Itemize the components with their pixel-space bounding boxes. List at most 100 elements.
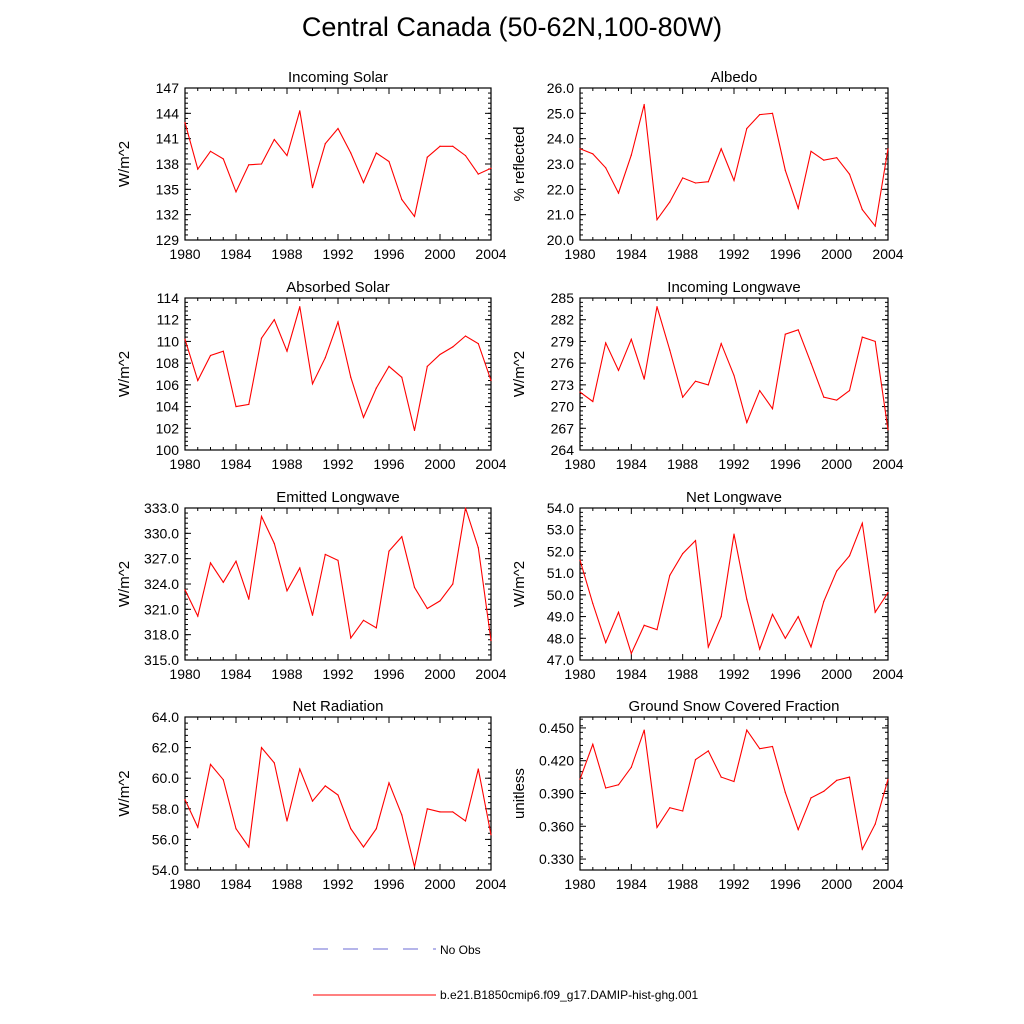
data-point bbox=[810, 646, 812, 648]
data-point bbox=[836, 779, 838, 781]
data-point bbox=[209, 150, 212, 152]
data-point bbox=[209, 562, 212, 564]
x-tick-label: 2000 bbox=[424, 456, 455, 472]
data-point bbox=[273, 542, 275, 545]
data-point bbox=[273, 762, 275, 764]
y-axis-label: W/m^2 bbox=[511, 561, 528, 607]
x-tick-label: 2000 bbox=[821, 246, 852, 262]
x-tick-label: 1980 bbox=[169, 876, 200, 892]
x-tick-label: 2004 bbox=[475, 666, 506, 682]
series-line bbox=[184, 306, 492, 431]
data-point bbox=[579, 778, 581, 780]
data-point bbox=[733, 179, 735, 182]
data-point bbox=[771, 408, 774, 410]
data-point bbox=[810, 150, 812, 152]
data-point bbox=[439, 353, 441, 356]
series-line bbox=[579, 104, 889, 228]
y-tick-label: 58.0 bbox=[152, 801, 179, 817]
data-point bbox=[733, 374, 735, 377]
data-point bbox=[490, 639, 492, 642]
data-point bbox=[324, 357, 326, 359]
data-point bbox=[630, 766, 632, 768]
x-tick-label: 1992 bbox=[718, 456, 749, 472]
x-tick-label: 1992 bbox=[322, 246, 353, 262]
y-tick-label: 53.0 bbox=[547, 522, 574, 538]
data-point bbox=[746, 127, 748, 130]
data-point bbox=[413, 215, 416, 217]
data-point bbox=[324, 143, 326, 145]
data-point bbox=[452, 346, 454, 348]
x-tick-label: 2004 bbox=[872, 666, 903, 682]
data-point bbox=[643, 103, 645, 106]
y-tick-label: 138 bbox=[156, 156, 180, 172]
data-point bbox=[643, 729, 645, 731]
x-tick-label: 1988 bbox=[271, 666, 302, 682]
data-point bbox=[490, 379, 492, 382]
data-point bbox=[248, 598, 250, 600]
data-point bbox=[656, 629, 658, 631]
data-point bbox=[197, 168, 199, 170]
data-point bbox=[669, 349, 671, 351]
data-point bbox=[350, 376, 352, 378]
x-tick-label: 1980 bbox=[564, 246, 595, 262]
data-point bbox=[656, 826, 658, 828]
data-point bbox=[682, 177, 684, 179]
data-point bbox=[439, 145, 441, 147]
y-tick-label: 0.420 bbox=[539, 753, 574, 769]
data-point bbox=[248, 403, 250, 405]
data-point bbox=[464, 507, 467, 509]
y-tick-label: 22.0 bbox=[547, 181, 574, 197]
data-point bbox=[337, 127, 339, 130]
panel-1: 1980 1984 1988 1992 1996 2000 2004 129 132 135 138… bbox=[116, 69, 507, 262]
y-tick-label: 315.0 bbox=[144, 652, 179, 668]
panel-title: Albedo bbox=[711, 69, 758, 86]
data-point bbox=[605, 642, 607, 644]
data-point bbox=[848, 555, 851, 557]
data-point bbox=[375, 387, 377, 389]
data-point bbox=[222, 158, 224, 160]
x-tick-label: 1988 bbox=[667, 666, 698, 682]
y-tick-label: 330.0 bbox=[144, 525, 179, 541]
y-tick-label: 104 bbox=[156, 399, 180, 415]
data-point bbox=[286, 350, 288, 352]
data-point bbox=[848, 776, 851, 778]
data-point bbox=[797, 207, 799, 209]
plot-frame bbox=[184, 87, 492, 241]
y-tick-label: 56.0 bbox=[152, 831, 179, 847]
data-point bbox=[477, 173, 479, 175]
data-point bbox=[694, 759, 697, 761]
x-tick-label: 1992 bbox=[718, 876, 749, 892]
y-tick-label: 267 bbox=[551, 420, 575, 436]
data-point bbox=[401, 536, 403, 538]
data-point bbox=[222, 350, 224, 352]
data-point bbox=[617, 784, 620, 786]
data-point bbox=[299, 306, 301, 308]
x-tick-label: 2000 bbox=[424, 666, 455, 682]
y-axis-label: W/m^2 bbox=[511, 351, 528, 397]
y-tick-label: 321.0 bbox=[144, 601, 179, 617]
x-tick-label: 2004 bbox=[475, 876, 506, 892]
data-point bbox=[401, 814, 403, 816]
x-tick-label: 1992 bbox=[718, 666, 749, 682]
y-tick-label: 333.0 bbox=[144, 500, 179, 516]
y-tick-label: 23.0 bbox=[547, 156, 574, 172]
data-point bbox=[299, 110, 301, 112]
y-tick-label: 106 bbox=[156, 377, 180, 393]
y-axis-label: W/m^2 bbox=[116, 141, 133, 187]
legend: No Obs b.e21.B1850cmip6.f09_g17.DAMIP-his… bbox=[313, 943, 698, 1002]
data-point bbox=[682, 396, 684, 398]
panel-title: Ground Snow Covered Fraction bbox=[629, 698, 840, 715]
y-axis-label: W/m^2 bbox=[116, 351, 133, 397]
data-point bbox=[797, 615, 799, 618]
panel-4: 1980 1984 1988 1992 1996 2000 2004 264 267 270 273… bbox=[511, 279, 904, 472]
data-point bbox=[490, 167, 492, 169]
x-tick-label: 1980 bbox=[169, 456, 200, 472]
panel-5: 1980 1984 1988 1992 1996 2000 2004 315.0 318.0 32… bbox=[116, 489, 507, 682]
data-point bbox=[260, 163, 263, 165]
data-point bbox=[439, 600, 441, 602]
data-point bbox=[746, 421, 748, 424]
panel-6: 1980 1984 1988 1992 1996 2000 2004 47.0 48.0 49.0… bbox=[511, 489, 904, 682]
x-tick-label: 1980 bbox=[564, 456, 595, 472]
data-point bbox=[413, 866, 416, 868]
